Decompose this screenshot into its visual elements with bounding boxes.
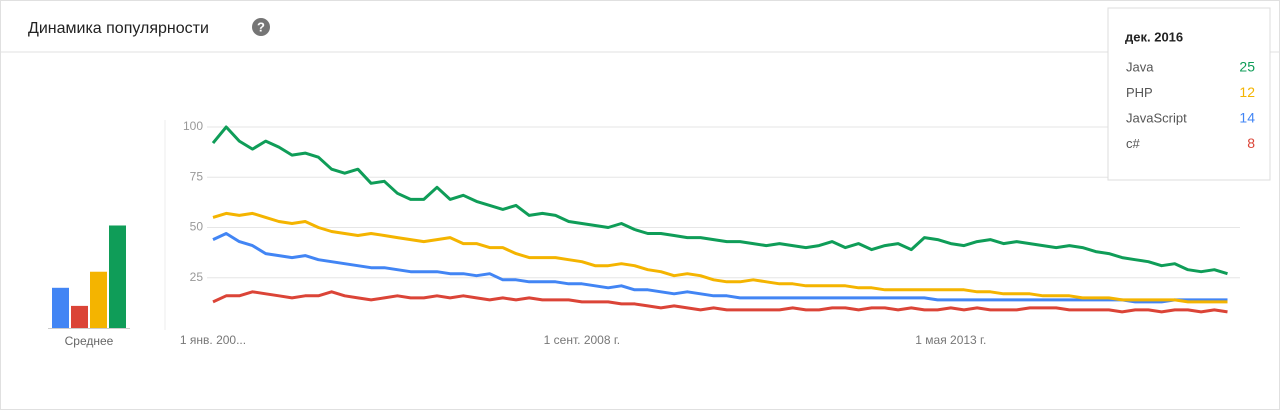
average-bar — [90, 271, 107, 328]
tooltip-series-name: c# — [1126, 136, 1141, 151]
series-line — [212, 232, 1228, 304]
tooltip-series-name: PHP — [1126, 85, 1153, 100]
average-bar — [109, 225, 126, 328]
tooltip-value: 25 — [1239, 59, 1255, 75]
help-icon-bg[interactable] — [252, 18, 270, 36]
plot: 25 50 75 100 1 янв. 200... 1 сент. 2008 г. 1 м… — [180, 119, 1240, 347]
y-tick-label: 75 — [190, 169, 204, 183]
tooltip-rows: Java 25 PHP 12 JavaScript 14 c# 8 — [1126, 59, 1255, 152]
tooltip-value: 12 — [1239, 84, 1255, 100]
x-tick-label: 1 сент. 2008 г. — [544, 333, 620, 347]
y-tick-label: 100 — [183, 119, 203, 133]
x-tick-label: 1 янв. 200... — [180, 333, 246, 347]
tooltip-value: 8 — [1247, 135, 1255, 151]
help-icon[interactable]: ? — [257, 19, 265, 34]
tooltip-box — [1107, 7, 1271, 181]
tooltip-series-name: JavaScript — [1126, 110, 1187, 125]
help-button[interactable]: ? — [252, 18, 270, 36]
series-line — [211, 125, 1228, 276]
series-line — [212, 290, 1228, 314]
tooltip: дек. 2016 Java 25 PHP 12 JavaScript 14 c# 8 — [1107, 7, 1271, 181]
average-label: Среднее — [65, 334, 114, 348]
x-tick-label: 1 мая 2013 г. — [915, 333, 986, 347]
y-tick-label: 25 — [190, 270, 204, 284]
tooltip-series-name: Java — [1126, 59, 1154, 74]
average-bar — [71, 305, 88, 328]
average-bars — [52, 225, 126, 328]
tooltip-value: 14 — [1239, 110, 1255, 126]
y-tick-label: 50 — [190, 220, 204, 234]
series-line — [212, 211, 1228, 304]
chart-title: Динамика популярности — [28, 20, 209, 37]
average-bar — [52, 287, 69, 328]
tooltip-title: дек. 2016 — [1125, 29, 1183, 44]
